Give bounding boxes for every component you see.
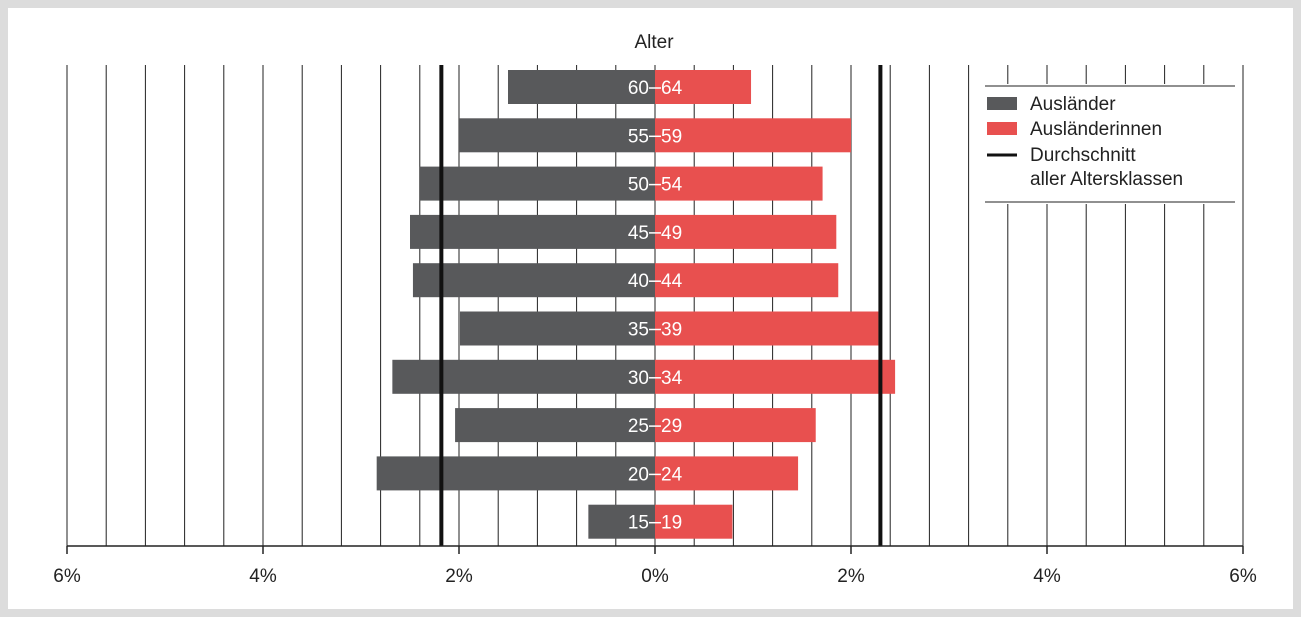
bar-auslaender — [419, 166, 655, 201]
x-axis: 6% 4% 2% 0% 2% 4% 6% — [53, 545, 1257, 587]
legend-label: Ausländer — [1030, 94, 1116, 115]
category-label-left: 50 — [628, 175, 649, 196]
category-label-left: 25 — [628, 416, 649, 437]
legend-label: Ausländerinnen — [1030, 119, 1162, 140]
category-label-left: 60 — [628, 78, 649, 99]
category-label-left: 35 — [628, 320, 649, 341]
legend-label-line2: aller Altersklassen — [1030, 169, 1183, 190]
category-labels: 60 64 55 59 50 54 45 49 40 44 35 39 30 34 25 29 20 24 15 19 — [628, 78, 683, 534]
category-label-right: 34 — [661, 368, 683, 389]
category-label-right: 54 — [661, 175, 683, 196]
legend-swatch-auslaenderinnen — [987, 122, 1017, 135]
x-tick-label: 4% — [249, 566, 277, 587]
bar-auslaender — [459, 118, 655, 153]
average-lines — [439, 65, 883, 546]
category-label-left: 45 — [628, 223, 649, 244]
category-label-right: 64 — [661, 78, 683, 99]
category-label-left: 15 — [628, 513, 649, 534]
bar-auslaender — [588, 504, 655, 539]
bar-auslaenderinnen — [655, 263, 839, 298]
category-label-right: 59 — [661, 126, 682, 147]
category-label-right: 49 — [661, 223, 682, 244]
legend-label: Durchschnitt — [1030, 145, 1136, 166]
population-pyramid-chart: 60 64 55 59 50 54 45 49 40 44 35 39 30 34 25 29 20 24 15 19… — [53, 32, 1257, 587]
bar-auslaenderinnen — [655, 456, 799, 491]
bar-auslaenderinnen — [655, 214, 837, 249]
bar-auslaender — [459, 311, 655, 346]
bar-auslaenderinnen — [655, 408, 816, 443]
x-tick-label: 4% — [1033, 566, 1061, 587]
bar-auslaenderinnen — [655, 118, 851, 153]
bar-auslaenderinnen — [655, 166, 823, 201]
bar-auslaender — [392, 359, 655, 394]
category-label-left: 40 — [628, 271, 649, 292]
category-label-right: 19 — [661, 513, 682, 534]
bar-auslaenderinnen — [655, 504, 733, 539]
chart-title: Alter — [634, 32, 674, 53]
bar-auslaender — [455, 408, 655, 443]
x-tick-label: 6% — [1229, 566, 1257, 587]
bar-auslaenderinnen — [655, 359, 896, 394]
category-label-right: 29 — [661, 416, 682, 437]
bar-auslaender — [508, 70, 655, 104]
category-label-right: 24 — [661, 464, 683, 485]
x-tick-label: 2% — [837, 566, 865, 587]
bar-auslaender — [412, 263, 655, 298]
category-label-right: 39 — [661, 320, 682, 341]
chart-frame: 60 64 55 59 50 54 45 49 40 44 35 39 30 34 25 29 20 24 15 19… — [8, 8, 1293, 609]
category-label-left: 30 — [628, 368, 649, 389]
bar-auslaenderinnen — [655, 311, 879, 346]
category-label-left: 55 — [628, 126, 649, 147]
category-label-right: 44 — [661, 271, 683, 292]
x-tick-label: 2% — [445, 566, 473, 587]
legend-background — [983, 84, 1235, 204]
bar-auslaenderinnen — [655, 70, 752, 104]
x-tick-label: 6% — [53, 566, 81, 587]
x-tick-label: 0% — [641, 566, 669, 587]
legend: Ausländer Ausländerinnen Durchschnitt aller… — [985, 85, 1235, 203]
bar-auslaender — [376, 456, 655, 491]
bars — [376, 70, 896, 539]
legend-swatch-auslaender — [987, 97, 1017, 110]
category-label-left: 20 — [628, 464, 649, 485]
bar-auslaender — [410, 214, 655, 249]
